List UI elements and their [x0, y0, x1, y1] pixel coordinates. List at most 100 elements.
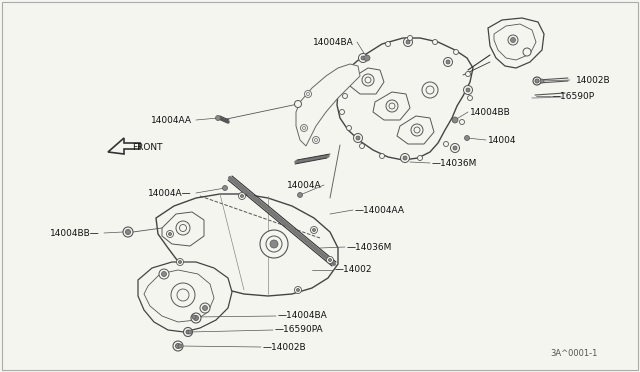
- Circle shape: [444, 58, 452, 67]
- Circle shape: [339, 109, 344, 115]
- Circle shape: [159, 269, 169, 279]
- Circle shape: [312, 228, 316, 231]
- Text: 14004A—: 14004A—: [148, 189, 192, 198]
- Circle shape: [403, 38, 413, 46]
- Polygon shape: [156, 194, 338, 296]
- Circle shape: [365, 77, 371, 83]
- Circle shape: [466, 88, 470, 92]
- Circle shape: [239, 192, 246, 199]
- Circle shape: [408, 35, 413, 41]
- Circle shape: [385, 42, 390, 46]
- Polygon shape: [138, 262, 232, 332]
- Circle shape: [508, 35, 518, 45]
- Circle shape: [241, 195, 243, 198]
- Circle shape: [523, 48, 531, 56]
- Circle shape: [310, 227, 317, 234]
- Circle shape: [294, 100, 301, 108]
- Circle shape: [216, 115, 221, 121]
- Polygon shape: [397, 116, 434, 144]
- Circle shape: [266, 236, 282, 252]
- Polygon shape: [162, 212, 204, 246]
- Polygon shape: [337, 38, 473, 160]
- Text: 3A^0001-1: 3A^0001-1: [550, 349, 598, 358]
- Circle shape: [451, 144, 460, 153]
- Circle shape: [296, 289, 300, 292]
- Text: 14004A: 14004A: [287, 180, 322, 189]
- Circle shape: [298, 192, 303, 198]
- Polygon shape: [144, 270, 214, 322]
- Circle shape: [414, 127, 420, 133]
- Circle shape: [260, 230, 288, 258]
- Circle shape: [446, 60, 450, 64]
- Circle shape: [511, 38, 515, 42]
- Text: 14004BB—: 14004BB—: [51, 228, 100, 237]
- Circle shape: [202, 305, 207, 311]
- Circle shape: [533, 77, 541, 85]
- Circle shape: [401, 154, 410, 163]
- Text: 14004BA: 14004BA: [313, 38, 354, 46]
- Text: —14002B: —14002B: [263, 343, 307, 352]
- Circle shape: [178, 344, 182, 348]
- Circle shape: [358, 54, 367, 62]
- Circle shape: [406, 40, 410, 44]
- Text: —14004BA: —14004BA: [278, 311, 328, 321]
- Circle shape: [389, 103, 395, 109]
- Circle shape: [433, 39, 438, 45]
- Circle shape: [171, 283, 195, 307]
- Circle shape: [353, 134, 362, 142]
- Circle shape: [179, 260, 182, 263]
- Polygon shape: [488, 18, 544, 68]
- Circle shape: [326, 257, 333, 263]
- Text: 14002B: 14002B: [576, 76, 611, 84]
- Circle shape: [454, 49, 458, 55]
- Circle shape: [305, 90, 312, 97]
- Circle shape: [186, 330, 190, 334]
- Circle shape: [417, 155, 422, 160]
- Circle shape: [453, 146, 457, 150]
- Circle shape: [193, 315, 198, 321]
- Circle shape: [386, 100, 398, 112]
- Text: —14004AA: —14004AA: [355, 205, 405, 215]
- Circle shape: [168, 232, 172, 235]
- Circle shape: [177, 259, 184, 266]
- Circle shape: [223, 186, 227, 190]
- Circle shape: [361, 56, 365, 60]
- Text: 14004AA: 14004AA: [151, 115, 192, 125]
- Circle shape: [422, 82, 438, 98]
- Circle shape: [452, 117, 458, 123]
- Circle shape: [200, 303, 210, 313]
- Circle shape: [312, 137, 319, 144]
- Polygon shape: [373, 92, 410, 120]
- Circle shape: [175, 343, 180, 349]
- Circle shape: [123, 227, 133, 237]
- Circle shape: [380, 154, 385, 158]
- Text: —14036M: —14036M: [432, 158, 477, 167]
- Circle shape: [328, 259, 332, 262]
- Circle shape: [294, 286, 301, 294]
- Circle shape: [467, 96, 472, 100]
- Circle shape: [465, 135, 470, 141]
- Text: —16590P: —16590P: [552, 92, 595, 100]
- Circle shape: [403, 156, 407, 160]
- Polygon shape: [494, 24, 536, 60]
- Text: 14004: 14004: [488, 135, 516, 144]
- Text: —14036M: —14036M: [347, 243, 392, 251]
- Circle shape: [465, 71, 470, 77]
- Circle shape: [191, 313, 201, 323]
- Circle shape: [176, 221, 190, 235]
- Circle shape: [346, 125, 351, 131]
- Circle shape: [192, 315, 196, 319]
- Circle shape: [535, 79, 539, 83]
- Circle shape: [161, 272, 166, 276]
- Text: 14004BB: 14004BB: [470, 108, 511, 116]
- Circle shape: [444, 141, 449, 147]
- Circle shape: [177, 289, 189, 301]
- Circle shape: [314, 138, 317, 141]
- Circle shape: [362, 74, 374, 86]
- Circle shape: [303, 126, 305, 129]
- Circle shape: [356, 136, 360, 140]
- Text: FRONT: FRONT: [132, 142, 163, 151]
- Polygon shape: [350, 68, 384, 94]
- Circle shape: [307, 93, 310, 96]
- Polygon shape: [296, 64, 360, 146]
